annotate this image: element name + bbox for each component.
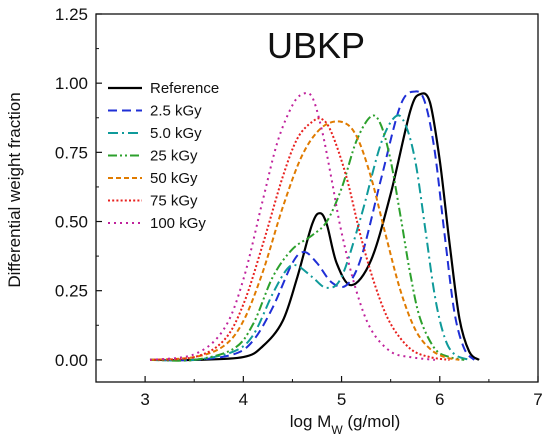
series-line-2 xyxy=(149,90,475,362)
x-axis-label-suffix: (g/mol) xyxy=(343,412,401,431)
series-line-4 xyxy=(149,114,465,362)
legend-label: 50 kGy xyxy=(150,170,198,187)
legend-label: Reference xyxy=(150,80,219,97)
y-tick-label: 0.50 xyxy=(55,213,88,232)
x-axis-label: log MW (g/mol) xyxy=(290,412,401,437)
x-tick-label: 6 xyxy=(435,390,444,409)
legend-label: 2.5 kGy xyxy=(150,103,202,120)
x-axis-label-prefix: log M xyxy=(290,412,332,431)
y-tick-label: 0.00 xyxy=(55,351,88,370)
plot-area-border xyxy=(95,13,539,383)
x-tick-label: 5 xyxy=(337,390,346,409)
y-tick-label: 0.25 xyxy=(55,282,88,301)
series-layer xyxy=(149,90,480,362)
x-axis-label-subscript: W xyxy=(331,423,343,437)
legend-label: 5.0 kGy xyxy=(150,125,202,142)
legend-label: 25 kGy xyxy=(150,148,198,165)
legend-label: 75 kGy xyxy=(150,193,198,210)
y-axis-label: Differential weight fraction xyxy=(5,92,24,287)
axis-ticks: 3 4 5 6 7 0.00 0.25 0.50 0.75 1.00 1.25 xyxy=(55,5,543,409)
y-tick-label: 1.25 xyxy=(55,5,88,24)
x-tick-label: 3 xyxy=(140,390,149,409)
series-line-7 xyxy=(149,91,436,361)
x-tick-label: 7 xyxy=(533,390,542,409)
y-tick-label: 1.00 xyxy=(55,74,88,93)
chart-title: UBKP xyxy=(267,25,365,66)
x-tick-label: 4 xyxy=(239,390,248,409)
plot-frame xyxy=(95,13,539,383)
series-line-6 xyxy=(149,117,450,361)
y-tick-label: 0.75 xyxy=(55,143,88,162)
series-line-3 xyxy=(149,114,470,362)
legend: Reference 2.5 kGy 5.0 kGy 25 kGy 50 kGy 75 kG… xyxy=(108,80,219,232)
series-line-1 xyxy=(149,92,480,362)
legend-label: 100 kGy xyxy=(150,215,206,232)
series-line-5 xyxy=(149,120,460,361)
